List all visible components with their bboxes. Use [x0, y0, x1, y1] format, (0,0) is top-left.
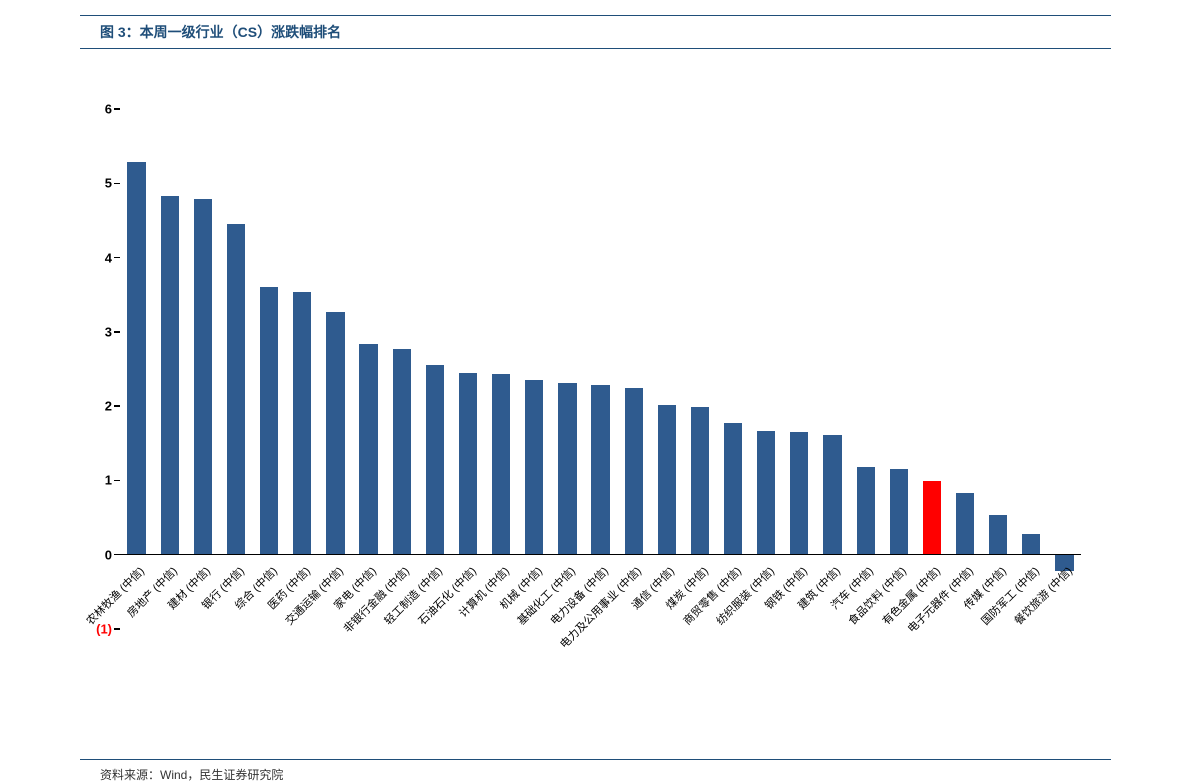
y-tick-label: 1: [105, 473, 112, 488]
y-tick-mark: [114, 480, 120, 482]
y-tick-mark: [114, 108, 120, 110]
bar: [691, 407, 709, 555]
bar-slot: [982, 109, 1015, 629]
bar: [359, 344, 377, 555]
footer-area: 资料来源：Wind，民生证券研究院: [80, 759, 1111, 783]
bar: [525, 380, 543, 555]
bar-slot: [882, 109, 915, 629]
bar-slot: [915, 109, 948, 629]
bar: [790, 432, 808, 555]
bar: [823, 435, 841, 555]
bar: [923, 481, 941, 555]
bar-slot: [418, 109, 451, 629]
source-text: 资料来源：Wind，民生证券研究院: [80, 766, 1111, 783]
bar: [492, 374, 510, 555]
bar: [194, 199, 212, 555]
bar: [127, 162, 145, 554]
bar: [757, 431, 775, 555]
chart-container: 图 3：本周一级行业（CS）涨跌幅排名 (1)0123456 农林牧渔 (中信)…: [0, 0, 1191, 783]
bar-slot: [849, 109, 882, 629]
bar-slot: [650, 109, 683, 629]
bar-slot: [385, 109, 418, 629]
bar: [426, 365, 444, 555]
bar-slot: [286, 109, 319, 629]
y-tick-mark: [114, 183, 120, 185]
bar-slot: [1015, 109, 1048, 629]
bar: [260, 287, 278, 555]
bar: [326, 312, 344, 555]
bar-slot: [319, 109, 352, 629]
bar: [625, 388, 643, 555]
bar: [857, 467, 875, 555]
bar: [293, 292, 311, 555]
y-tick-label: 0: [105, 547, 112, 562]
bar-slot: [584, 109, 617, 629]
bar: [956, 493, 974, 555]
y-tick-mark: [114, 405, 120, 407]
bar-slot: [253, 109, 286, 629]
title-bar: 图 3：本周一级行业（CS）涨跌幅排名: [80, 15, 1111, 49]
bar: [393, 349, 411, 555]
bar: [459, 373, 477, 555]
plot-area: [120, 109, 1081, 629]
bar-slot: [485, 109, 518, 629]
chart-area: (1)0123456 农林牧渔 (中信)房地产 (中信)建材 (中信)银行 (中…: [120, 109, 1081, 629]
bar-slot: [352, 109, 385, 629]
bar-slot: [816, 109, 849, 629]
bar-slot: [551, 109, 584, 629]
bar: [591, 385, 609, 554]
bar: [161, 196, 179, 555]
bar-slot: [219, 109, 252, 629]
y-tick-mark: [114, 331, 120, 333]
y-tick-label: 2: [105, 399, 112, 414]
y-axis: (1)0123456: [90, 109, 120, 629]
bar-slot: [949, 109, 982, 629]
bar-slot: [1048, 109, 1081, 629]
chart-title: 图 3：本周一级行业（CS）涨跌幅排名: [80, 22, 1111, 42]
y-tick-label: 3: [105, 324, 112, 339]
bar: [658, 405, 676, 555]
y-tick-label: 5: [105, 176, 112, 191]
bar-slot: [783, 109, 816, 629]
bar: [724, 423, 742, 554]
bar-slot: [451, 109, 484, 629]
bars-group: [120, 109, 1081, 629]
bar: [1022, 534, 1040, 555]
y-tick-mark: [114, 257, 120, 259]
x-axis-baseline: [120, 554, 1081, 556]
bar: [227, 224, 245, 555]
bar-slot: [518, 109, 551, 629]
y-tick-label: 6: [105, 102, 112, 117]
y-tick-label: 4: [105, 250, 112, 265]
bar-slot: [750, 109, 783, 629]
bar-slot: [153, 109, 186, 629]
y-tick-mark: [114, 628, 120, 630]
bar: [890, 469, 908, 555]
bar: [989, 515, 1007, 555]
bar-slot: [120, 109, 153, 629]
bar-slot: [186, 109, 219, 629]
bar-slot: [617, 109, 650, 629]
bar: [558, 383, 576, 555]
bar-slot: [717, 109, 750, 629]
y-tick-label: (1): [96, 622, 112, 637]
bar-slot: [683, 109, 716, 629]
